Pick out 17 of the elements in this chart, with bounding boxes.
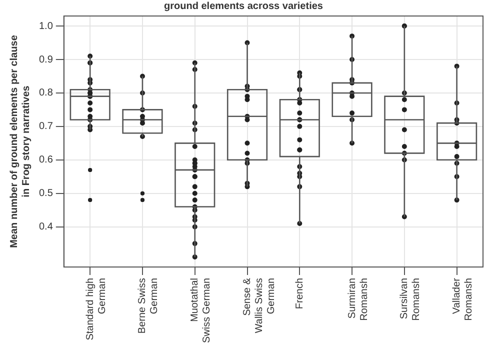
- x-tick-label: Muotathal Swiss German: [190, 278, 213, 343]
- x-tick-label: Berne Swiss German: [137, 278, 160, 334]
- x-tick-label: Sense & Wallis Swiss German: [242, 278, 278, 334]
- x-tick-label: Surmiran Romansh: [346, 278, 370, 321]
- y-tick-label: 1.0: [38, 20, 54, 32]
- y-axis-title: Mean number of ground elements per clause in Frog story narratives: [8, 34, 32, 248]
- x-tick-label: Sursilvan Romansh: [399, 278, 422, 321]
- x-tick-label: French: [294, 278, 306, 310]
- y-tick-label: 0.7: [38, 121, 54, 132]
- chart-title: ground elements across varieties: [164, 0, 324, 12]
- y-tick-label: 0.8: [38, 88, 54, 99]
- y-tick-label: 0.5: [38, 188, 54, 200]
- x-tick-label: Standard high German: [84, 278, 108, 340]
- y-tick-label: 0.4: [38, 222, 54, 233]
- y-tick-label: 0.6: [38, 154, 54, 166]
- y-tick-label: 0.9: [38, 54, 54, 66]
- x-tick-label: Vallader Romansh: [452, 277, 475, 321]
